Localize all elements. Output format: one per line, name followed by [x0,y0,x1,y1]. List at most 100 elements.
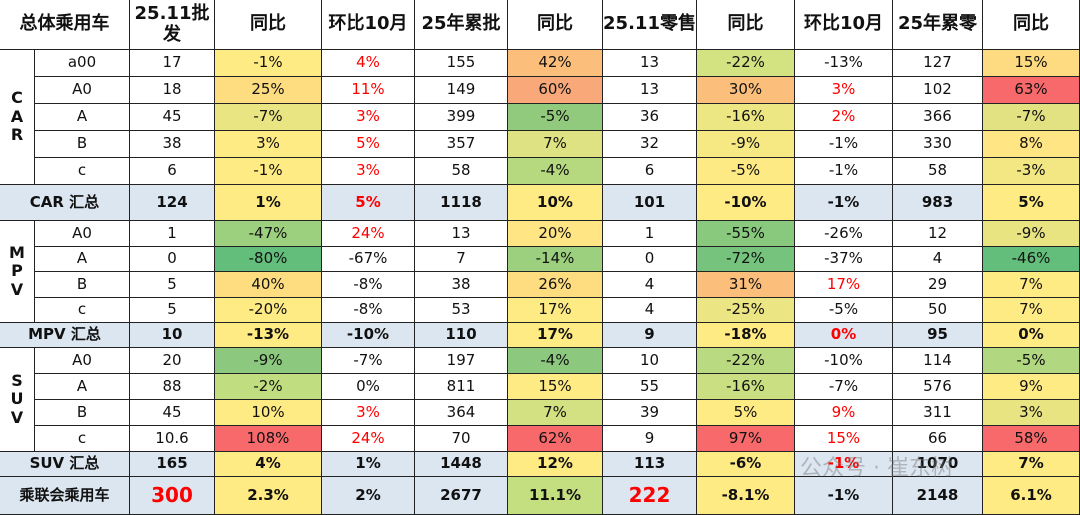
data-cell: -26% [795,221,893,247]
data-cell: 62% [508,426,603,452]
data-cell: -72% [697,246,795,272]
data-cell: 5 [130,297,215,323]
data-cell: 12% [508,452,603,477]
data-cell: 17 [130,50,215,77]
data-cell: -1% [795,158,893,185]
data-cell: 124 [130,185,215,221]
data-cell: 357 [415,131,508,158]
data-cell: 114 [893,348,983,374]
data-cell: 10 [603,348,697,374]
data-cell: -9% [215,348,322,374]
data-cell: 24% [322,221,415,247]
group-label: MPV [0,221,35,323]
data-cell: 149 [415,77,508,104]
group-label: SUV [0,348,35,452]
data-cell: 13 [603,50,697,77]
data-cell: 10% [508,185,603,221]
row-label: A0 [35,77,130,104]
row-label: c [35,158,130,185]
data-cell: 7% [983,297,1080,323]
row-label: B [35,400,130,426]
header-cell: 25年累批 [415,0,508,50]
data-cell: 15% [795,426,893,452]
data-cell: 330 [893,131,983,158]
data-cell: 10.6 [130,426,215,452]
group-label: CAR [0,50,35,185]
data-cell: 165 [130,452,215,477]
data-cell: 13 [603,77,697,104]
data-cell: 9 [603,426,697,452]
data-cell: 9% [795,400,893,426]
data-cell: -22% [697,348,795,374]
data-cell: 32 [603,131,697,158]
data-cell: 20% [508,221,603,247]
data-cell: -47% [215,221,322,247]
data-cell: 10 [130,323,215,348]
header-cell: 25.11零售 [603,0,697,50]
data-cell: -5% [795,297,893,323]
data-cell: 63% [983,77,1080,104]
data-cell: -20% [215,297,322,323]
data-cell: 17% [508,297,603,323]
data-cell: 70 [415,426,508,452]
data-cell: 17% [508,323,603,348]
data-cell: 11.1% [508,477,603,515]
data-cell: 7% [983,272,1080,298]
data-cell: 222 [603,477,697,515]
data-cell: -1% [795,185,893,221]
data-cell: 45 [130,400,215,426]
data-cell: 0 [130,246,215,272]
data-cell: -67% [322,246,415,272]
data-cell: -46% [983,246,1080,272]
data-cell: 5% [322,185,415,221]
data-cell: 13 [415,221,508,247]
data-cell: -16% [697,374,795,400]
data-cell: 1 [130,221,215,247]
data-cell: 95 [893,323,983,348]
data-cell: 7 [415,246,508,272]
data-cell: 311 [893,400,983,426]
data-cell: -4% [508,348,603,374]
data-cell: 6.1% [983,477,1080,515]
data-cell: 4% [322,50,415,77]
data-cell: 364 [415,400,508,426]
header-cell: 同比 [983,0,1080,50]
data-cell: 58% [983,426,1080,452]
data-cell: 26% [508,272,603,298]
data-cell: 66 [893,426,983,452]
data-cell: 30% [697,77,795,104]
data-cell: 50 [893,297,983,323]
row-label: A [35,374,130,400]
data-cell: -1% [215,50,322,77]
data-cell: 300 [130,477,215,515]
data-cell: 110 [415,323,508,348]
data-cell: 7% [508,400,603,426]
data-cell: 88 [130,374,215,400]
data-cell: 3% [322,400,415,426]
data-cell: 197 [415,348,508,374]
header-cell: 25.11批发 [130,0,215,50]
data-cell: 4 [603,297,697,323]
data-cell: 6 [603,158,697,185]
data-cell: 15% [983,50,1080,77]
data-cell: -22% [697,50,795,77]
data-cell: 55 [603,374,697,400]
data-cell: 108% [215,426,322,452]
data-cell: -1% [795,477,893,515]
data-cell: 8% [983,131,1080,158]
data-cell: 25% [215,77,322,104]
data-cell: -1% [215,158,322,185]
data-cell: -55% [697,221,795,247]
data-cell: 576 [893,374,983,400]
data-cell: 1070 [893,452,983,477]
data-cell: -9% [697,131,795,158]
data-cell: 2.3% [215,477,322,515]
data-cell: -7% [215,104,322,131]
data-cell: 7% [508,131,603,158]
data-cell: 45 [130,104,215,131]
data-cell: -13% [215,323,322,348]
data-cell: -10% [795,348,893,374]
header-cell: 同比 [697,0,795,50]
data-cell: -3% [983,158,1080,185]
